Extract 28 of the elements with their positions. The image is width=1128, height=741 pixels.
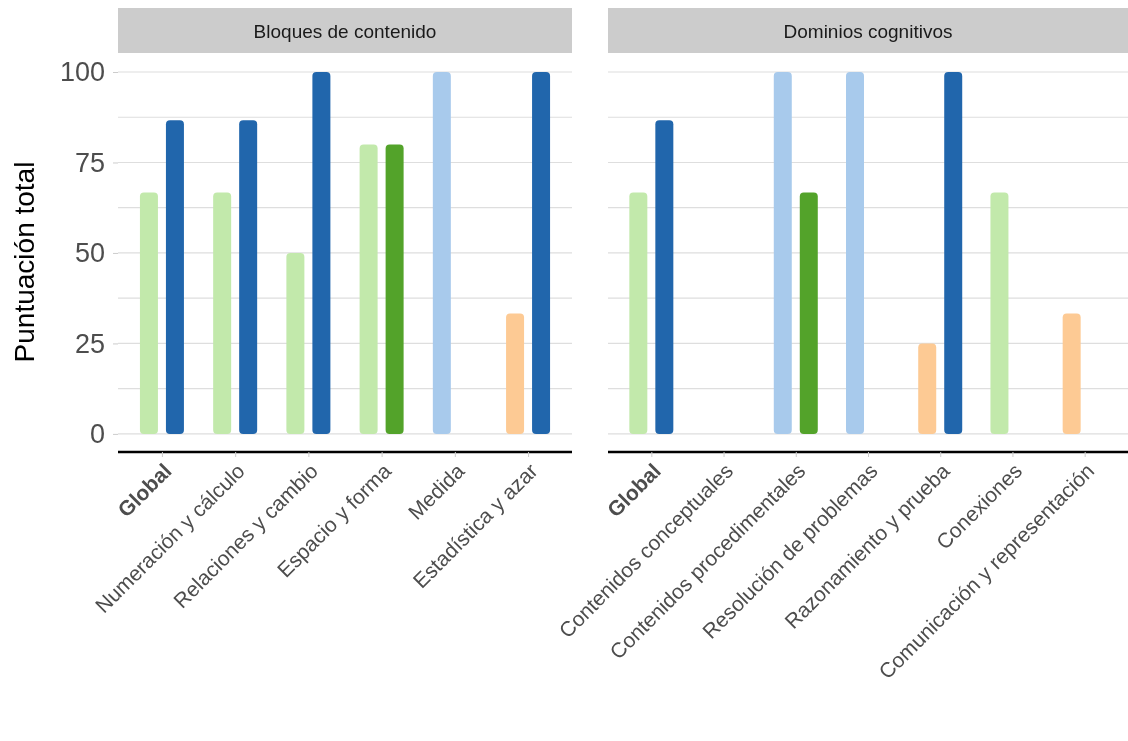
- y-tick-label: 0: [89, 419, 105, 450]
- bar: [918, 343, 937, 434]
- y-tick-label: 100: [59, 57, 105, 88]
- bar: [165, 120, 184, 434]
- bar: [655, 120, 674, 434]
- bar: [944, 72, 963, 434]
- y-tick-label: 75: [74, 147, 105, 178]
- bar: [506, 313, 525, 434]
- chart-title: Dominios cognitivos: [783, 21, 953, 42]
- bar: [359, 144, 378, 434]
- chart-title: Bloques de contenido: [253, 21, 437, 42]
- bar: [286, 252, 305, 434]
- bar: [1062, 313, 1081, 434]
- y-tick-label: 50: [74, 238, 105, 269]
- bar: [846, 72, 864, 434]
- bar: [990, 192, 1009, 434]
- bar: [799, 192, 818, 434]
- bar: [532, 72, 551, 434]
- bar: [629, 192, 648, 434]
- y-tick-label: 25: [74, 328, 105, 359]
- bar: [432, 72, 451, 434]
- bar: [239, 120, 258, 434]
- y-axis-title: Puntuación total: [9, 161, 40, 363]
- bar: [312, 72, 331, 434]
- bar: [385, 144, 404, 434]
- bar: [213, 192, 232, 434]
- bar: [139, 192, 158, 434]
- bar: [773, 72, 792, 434]
